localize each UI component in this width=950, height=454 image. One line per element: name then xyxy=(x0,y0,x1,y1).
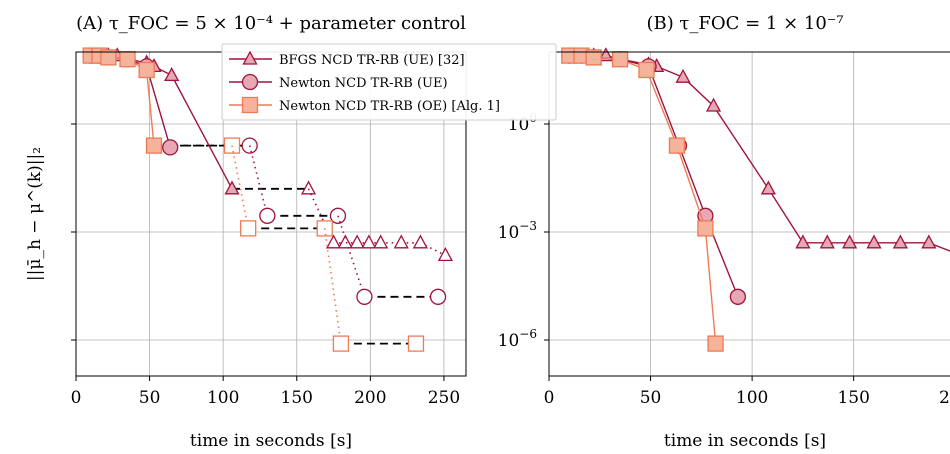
surrogate-segment xyxy=(420,242,446,257)
legend: BFGS NCD TR-RB (UE) [32] Newton NCD TR-RB… xyxy=(221,43,557,121)
x-tick-label: 200 xyxy=(939,388,950,408)
legend-marker xyxy=(241,73,259,91)
data-point-hollow xyxy=(240,220,257,237)
data-point-hollow xyxy=(412,234,428,249)
data-point-hollow xyxy=(325,234,342,249)
data-point xyxy=(842,234,858,249)
data-point xyxy=(819,234,835,249)
series-line xyxy=(90,54,233,190)
x-tick-label: 100 xyxy=(207,388,239,408)
data-point xyxy=(638,61,655,79)
data-point xyxy=(224,180,240,195)
x-tick-label: 50 xyxy=(640,388,662,408)
legend-box xyxy=(221,43,557,121)
data-point xyxy=(145,137,163,154)
panel-b-ticks: 05010015020010010−310−6 xyxy=(498,111,950,408)
data-point-hollow xyxy=(429,288,447,305)
data-point xyxy=(162,139,179,156)
data-point-hollow xyxy=(361,234,377,249)
data-point-hollow xyxy=(356,288,373,305)
data-point xyxy=(795,234,811,249)
legend-marker xyxy=(241,96,259,114)
y-axis-label: ||μ̄_h − μ^(k)||₂ xyxy=(25,147,45,281)
data-point-hollow xyxy=(407,335,425,352)
panel-b-title: (B) τ_FOC = 1 × 10⁻⁷ xyxy=(646,13,843,34)
data-point xyxy=(866,234,882,249)
panel-a-title: (A) τ_FOC = 5 × 10⁻⁴ + parameter control xyxy=(76,13,466,34)
data-point-hollow xyxy=(373,234,389,249)
panel-b-xlabel: time in seconds [s] xyxy=(664,431,826,451)
data-point xyxy=(675,68,691,83)
panel-a: 0 50 100 150 200 250 (A) τ_FOC = 5 × 10⁻⁴ + p… xyxy=(71,13,467,451)
data-point xyxy=(705,97,722,112)
data-point-hollow xyxy=(437,247,453,262)
series-line xyxy=(569,54,739,298)
series-line xyxy=(569,54,950,252)
data-point xyxy=(729,288,747,305)
x-tick-label: 150 xyxy=(837,388,869,408)
x-tick-label: 0 xyxy=(71,388,82,408)
panel-b-data xyxy=(561,47,950,352)
data-point xyxy=(585,49,602,66)
data-point-hollow xyxy=(393,234,409,249)
x-tick-label: 0 xyxy=(544,388,555,408)
data-point-hollow xyxy=(332,335,350,352)
x-tick-label: 50 xyxy=(139,388,161,408)
x-tick-label: 100 xyxy=(736,388,768,408)
data-point-hollow xyxy=(300,180,317,195)
data-point xyxy=(707,335,724,352)
data-point-hollow xyxy=(337,234,353,249)
panel-a-data xyxy=(82,47,453,352)
legend-label: Newton NCD TR-RB (UE) xyxy=(279,76,448,91)
legend-marker xyxy=(242,50,258,65)
data-point xyxy=(119,51,136,68)
data-point xyxy=(892,234,908,249)
panel-b: 05010015020010010−310−6 (B) τ_FOC = 1 × … xyxy=(498,13,950,451)
x-tick-label: 200 xyxy=(354,388,386,408)
surrogate-segment xyxy=(337,215,366,298)
data-point xyxy=(164,67,180,82)
y-tick-label: 10−3 xyxy=(498,219,537,243)
legend-items: BFGS NCD TR-RB (UE) [32] Newton NCD TR-RB… xyxy=(229,50,500,114)
panel-b-grid xyxy=(548,52,950,376)
legend-label: Newton NCD TR-RB (OE) [Alg. 1] xyxy=(279,99,500,114)
panel-a-ticks: 0 50 100 150 200 250 xyxy=(71,123,460,408)
legend-label: BFGS NCD TR-RB (UE) [32] xyxy=(279,53,465,68)
y-tick-label: 10−6 xyxy=(498,327,537,351)
data-point xyxy=(100,49,117,66)
data-point xyxy=(611,51,629,68)
panel-a-xlabel: time in seconds [s] xyxy=(190,431,352,451)
x-tick-label: 150 xyxy=(281,388,313,408)
panel-b-frame xyxy=(548,51,950,377)
series-line xyxy=(569,54,717,344)
data-point xyxy=(697,220,714,237)
data-point xyxy=(138,61,155,79)
data-point xyxy=(760,180,776,195)
data-point-hollow xyxy=(259,207,276,224)
data-point xyxy=(921,234,937,249)
surrogate-segment xyxy=(248,145,269,216)
data-point-hollow xyxy=(349,234,365,249)
x-tick-label: 250 xyxy=(428,388,460,408)
data-point xyxy=(668,137,686,154)
